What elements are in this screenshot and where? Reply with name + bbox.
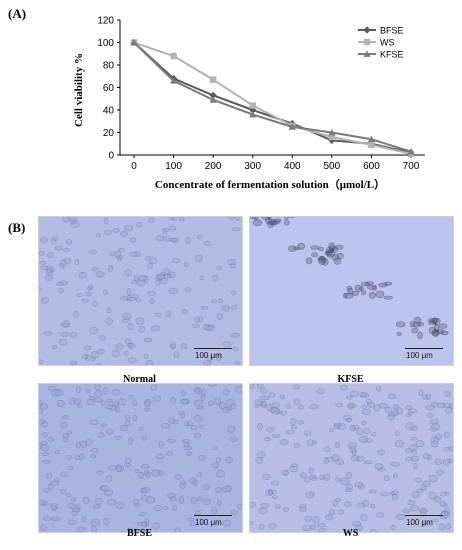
- legend-marker-bfse: [363, 26, 371, 34]
- data-point-kfse: [328, 128, 336, 136]
- chart-axes: 0 20 40 60 80 100 120 0 100 200 300 400 500 600 700: [97, 16, 425, 172]
- micrograph-caption-kfse: KFSE: [337, 374, 364, 385]
- chart-legend: BFSE WS KFSE: [358, 26, 404, 60]
- y-axis-label: Cell viability %: [73, 53, 85, 127]
- legend-marker-ws: [363, 38, 371, 46]
- legend-label-bfse: BFSE: [380, 26, 404, 36]
- scale-bar-label: 100 μm: [406, 518, 433, 527]
- x-tick-label: 0: [131, 161, 137, 172]
- cell-texture: [39, 384, 242, 532]
- data-point-ws: [170, 52, 177, 60]
- scale-bar: [194, 515, 232, 516]
- data-point-kfse: [407, 148, 415, 155]
- data-point-kfse: [249, 110, 257, 118]
- y-tick-label: 80: [103, 61, 115, 72]
- series-line-ws: [133, 41, 412, 155]
- panel-a-label: (A): [8, 6, 27, 21]
- data-point-kfse: [288, 123, 296, 130]
- micrograph-normal: 100 μm: [38, 216, 243, 366]
- viability-line-chart: 0 20 40 60 80 100 120 0 100 200 300 400 500 600 700 BF…: [73, 16, 425, 191]
- micrograph-caption-normal: Normal: [123, 374, 156, 385]
- y-tick-label: 120: [97, 16, 114, 27]
- data-point-ws: [368, 141, 375, 149]
- micrograph-caption-ws: WS: [342, 528, 359, 539]
- x-tick-label: 600: [363, 161, 380, 172]
- data-point-ws: [209, 76, 217, 83]
- micrograph-bfse: 100 μm: [38, 383, 243, 533]
- scale-bar-label: 100 μm: [195, 518, 222, 527]
- data-point-bfse: [209, 91, 217, 99]
- scale-bar-label: 100 μm: [195, 351, 222, 360]
- data-point-kfse: [130, 38, 138, 46]
- data-point-kfse: [209, 96, 217, 103]
- x-tick-label: 400: [284, 161, 301, 172]
- y-tick-label: 60: [103, 83, 115, 94]
- x-tick-label: 200: [205, 161, 222, 172]
- cell-texture: [250, 384, 453, 532]
- scale-bar: [194, 348, 232, 349]
- data-point-ws: [328, 133, 336, 141]
- series-line-kfse: [133, 41, 412, 153]
- scale-bar: [405, 515, 443, 516]
- x-tick-label: 300: [244, 161, 261, 172]
- data-point-kfse: [169, 77, 178, 84]
- series-kfse: [130, 38, 415, 155]
- x-tick-label: 700: [403, 161, 420, 172]
- y-tick-label: 0: [108, 151, 114, 162]
- y-tick-label: 100: [97, 38, 114, 49]
- x-axis-label: Concentrate of fermentation solution（μmo…: [155, 178, 385, 191]
- legend-marker-kfse: [363, 50, 371, 57]
- micrograph-ws: 100 μm: [249, 383, 454, 533]
- x-tick-label: 100: [165, 161, 182, 172]
- y-tick-label: 40: [103, 106, 115, 117]
- legend-label-kfse: KFSE: [380, 50, 404, 60]
- chart-series: [130, 38, 415, 158]
- cell-texture: [39, 217, 241, 365]
- panel-b-label: (B): [8, 220, 26, 235]
- scale-bar-label: 100 μm: [406, 351, 433, 360]
- legend-label-ws: WS: [380, 38, 395, 48]
- data-point-bfse: [328, 136, 336, 144]
- y-tick-label: 20: [103, 128, 115, 139]
- cell-texture: [250, 217, 449, 339]
- micrograph-caption-bfse: BFSE: [126, 528, 152, 539]
- scale-bar: [405, 348, 443, 349]
- x-tick-label: 500: [324, 161, 341, 172]
- data-point-kfse: [367, 135, 376, 143]
- data-point-ws: [249, 102, 256, 109]
- micrograph-kfse: 100 μm: [249, 216, 454, 366]
